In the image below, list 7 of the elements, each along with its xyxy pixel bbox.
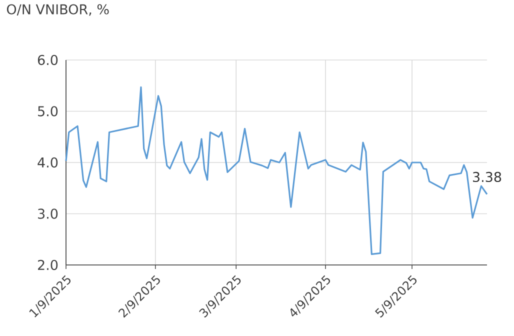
y-tick-label: 5.0 <box>38 106 58 116</box>
y-tick-label: 2.0 <box>38 260 58 270</box>
y-tick-label: 3.0 <box>38 208 58 219</box>
y-tick-label: 6.0 <box>38 54 58 66</box>
chart-title: O/N VNIBOR, % <box>6 4 109 16</box>
y-tick-label: 4.0 <box>38 157 58 168</box>
annotation: 3.38 <box>473 172 502 182</box>
